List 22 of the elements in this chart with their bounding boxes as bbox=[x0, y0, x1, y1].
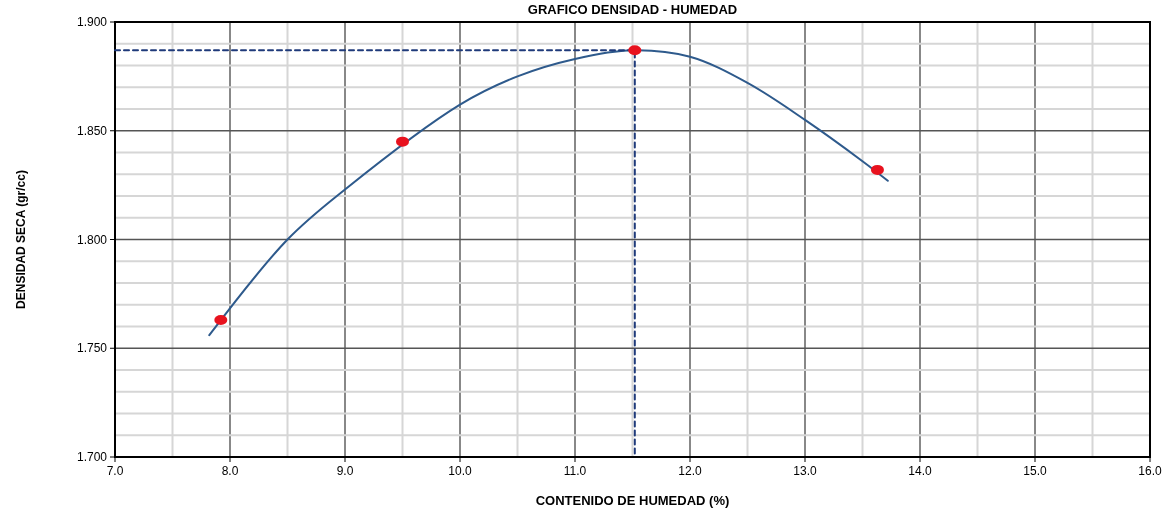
y-tick-label: 1.750 bbox=[76, 341, 108, 356]
x-tick-label: 9.0 bbox=[336, 464, 354, 478]
y-tick-label: 1.800 bbox=[76, 232, 108, 247]
point bbox=[628, 45, 642, 56]
y-tick-label: 1.700 bbox=[76, 450, 108, 464]
x-tick-label: 7.0 bbox=[106, 464, 124, 478]
x-tick-label: 12.0 bbox=[678, 464, 702, 478]
x-tick-label: 15.0 bbox=[1023, 464, 1047, 478]
x-tick-label: 10.0 bbox=[448, 464, 472, 478]
x-tick-label: 16.0 bbox=[1138, 464, 1162, 478]
chart-title: GRAFICO DENSIDAD - HUMEDAD bbox=[527, 2, 738, 17]
x-axis-title: CONTENIDO DE HUMEDAD (%) bbox=[535, 493, 730, 508]
point bbox=[870, 164, 884, 175]
x-tick-label: 13.0 bbox=[793, 464, 817, 478]
x-tick-label: 8.0 bbox=[221, 464, 239, 478]
y-tick-label: 1.900 bbox=[76, 15, 108, 29]
y-axis-title: DENSIDAD SECA (gr/cc) bbox=[14, 170, 28, 309]
x-tick-label: 11.0 bbox=[563, 464, 587, 478]
point bbox=[214, 314, 228, 325]
point bbox=[396, 136, 409, 147]
x-tick-label: 14.0 bbox=[908, 464, 932, 478]
y-tick-label: 1.850 bbox=[76, 123, 108, 138]
